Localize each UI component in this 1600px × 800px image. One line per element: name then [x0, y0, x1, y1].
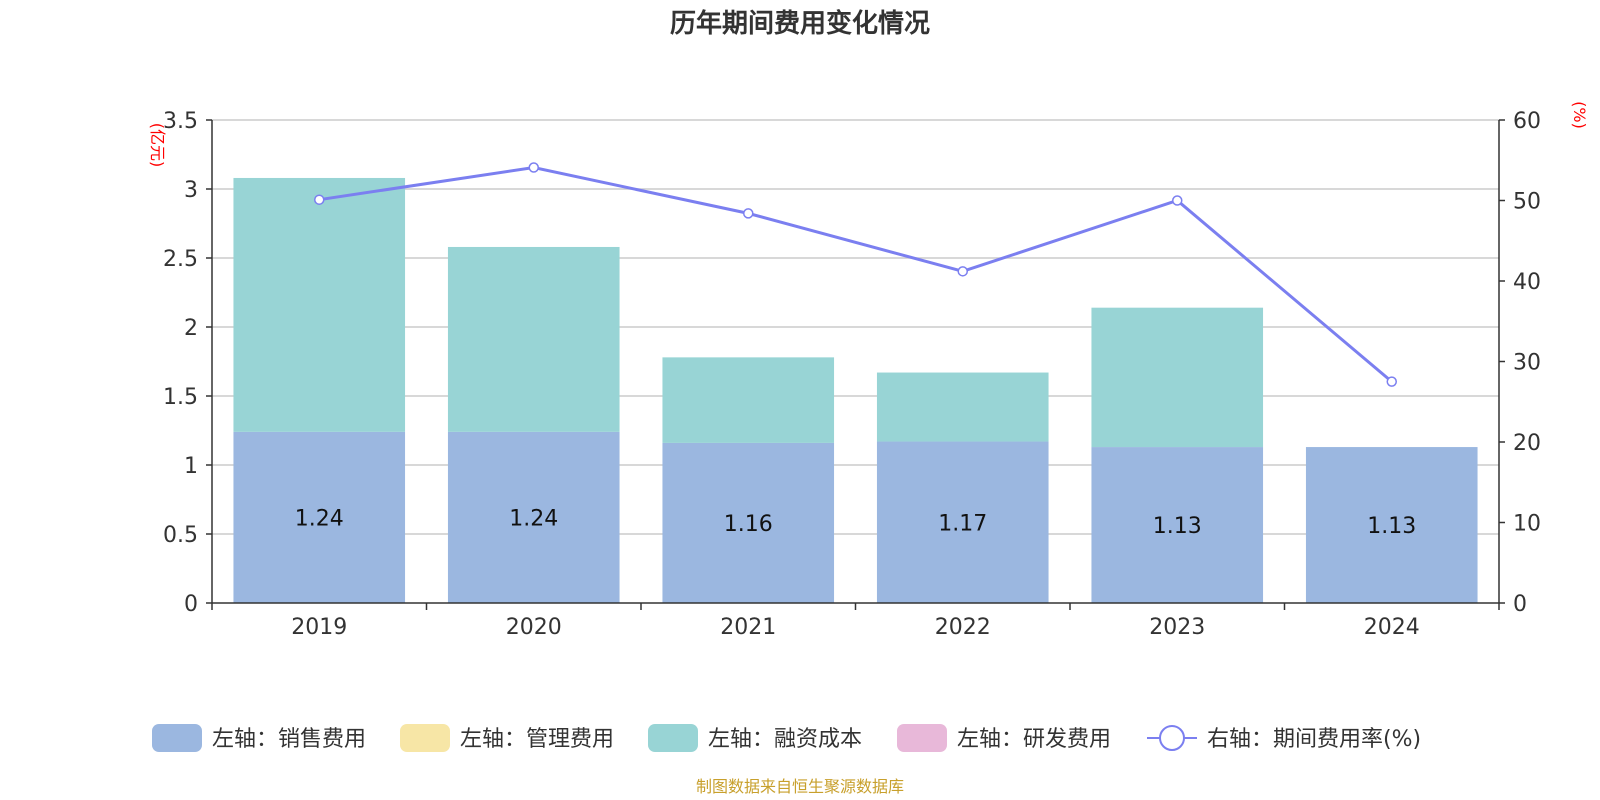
rate-line-series — [314, 162, 1397, 387]
left-tick-label: 1.5 — [163, 385, 198, 410]
right-tick-label: 50 — [1513, 190, 1541, 215]
bar-data-label: 1.24 — [295, 506, 344, 531]
x-tick-label: 2020 — [506, 615, 562, 640]
x-tick-label: 2024 — [1364, 615, 1420, 640]
right-tick-label: 0 — [1513, 592, 1527, 617]
right-tick-label: 10 — [1513, 512, 1541, 537]
x-tick-label: 2022 — [935, 615, 991, 640]
left-tick-label: 1 — [184, 454, 198, 479]
right-tick-label: 40 — [1513, 270, 1541, 295]
legend-swatch[interactable] — [152, 724, 202, 752]
bar-segment[interactable] — [447, 246, 620, 432]
legend-circle-icon[interactable] — [1159, 725, 1185, 751]
x-tick-label: 2023 — [1149, 615, 1205, 640]
left-tick-label: 2 — [184, 316, 198, 341]
bar-segment[interactable] — [1305, 447, 1478, 603]
legend-label[interactable]: 左轴：管理费用 — [460, 727, 614, 752]
right-tick-label: 60 — [1513, 109, 1541, 134]
bar-segment[interactable] — [1091, 307, 1264, 448]
legend-label[interactable]: 左轴：销售费用 — [212, 727, 366, 752]
bar-segment[interactable] — [876, 441, 1049, 603]
left-tick-label: 0 — [184, 592, 198, 617]
left-tick-label: 0.5 — [163, 523, 198, 548]
right-axis-unit: (%) — [1570, 101, 1589, 129]
bar-segment[interactable] — [447, 431, 620, 603]
legend[interactable]: 左轴：销售费用 左轴：管理费用 左轴：融资成本 左轴：研发费用 右轴：期间费用率(%) — [152, 724, 1421, 752]
rate-line — [319, 165, 1393, 383]
legend-label[interactable]: 左轴：融资成本 — [708, 727, 862, 752]
legend-swatch[interactable] — [400, 724, 450, 752]
legend-swatch[interactable] — [648, 724, 698, 752]
source-note: 制图数据来自恒生聚源数据库 — [696, 777, 904, 796]
bar-series: 1.24 1.24 1.16 1.17 1.13 1.13 — [233, 177, 1478, 603]
rate-point[interactable] — [1386, 376, 1397, 387]
right-tick-label: 20 — [1513, 431, 1541, 456]
bar-data-label: 1.16 — [724, 512, 773, 537]
rate-point[interactable] — [528, 162, 539, 173]
legend-swatch[interactable] — [897, 724, 947, 752]
chart-title: 历年期间费用变化情况 — [670, 8, 930, 39]
bar-segment[interactable] — [233, 431, 406, 603]
bar-data-label: 1.13 — [1153, 514, 1202, 539]
bar-data-label: 1.17 — [938, 511, 987, 536]
rate-point[interactable] — [314, 194, 325, 205]
left-axis-unit: (亿元) — [148, 123, 167, 168]
x-tick-label: 2021 — [720, 615, 776, 640]
legend-label[interactable]: 左轴：研发费用 — [957, 727, 1111, 752]
bar-segment[interactable] — [1091, 447, 1264, 603]
left-tick-label: 2.5 — [163, 247, 198, 272]
axes: 0 0.5 1 1.5 2 2.5 3 3.5 0 10 20 30 40 50 60 2019 2020 202… — [163, 109, 1541, 640]
rate-point[interactable] — [957, 266, 968, 277]
legend-label[interactable]: 右轴：期间费用率(%) — [1207, 727, 1421, 752]
left-tick-label: 3.5 — [163, 109, 198, 134]
x-tick-label: 2019 — [291, 615, 347, 640]
bar-data-label: 1.13 — [1367, 514, 1416, 539]
bar-segment[interactable] — [233, 177, 406, 432]
bar-data-label: 1.24 — [509, 506, 558, 531]
rate-point[interactable] — [1172, 195, 1183, 206]
right-tick-label: 30 — [1513, 351, 1541, 376]
bar-segment[interactable] — [662, 357, 835, 443]
bar-segment[interactable] — [876, 372, 1049, 442]
left-tick-label: 3 — [184, 178, 198, 203]
grid-lines — [212, 119, 1499, 535]
rate-point[interactable] — [743, 208, 754, 219]
bar-segment[interactable] — [662, 442, 835, 603]
